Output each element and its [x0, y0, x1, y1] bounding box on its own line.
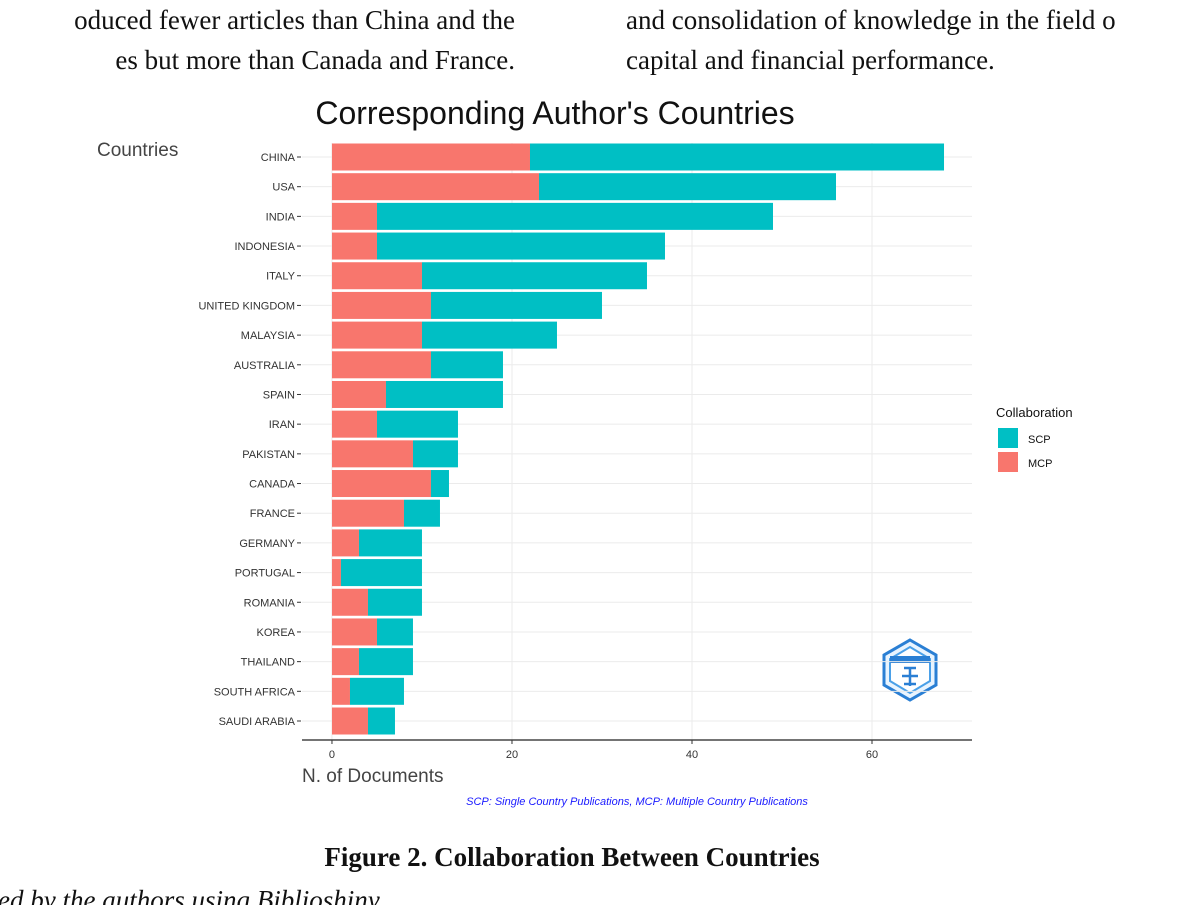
bar-segment — [331, 291, 431, 319]
body-text: es but more than Canada and France. — [115, 45, 515, 75]
y-tick-label: IRAN — [269, 419, 295, 431]
y-tick-label: KOREA — [256, 627, 295, 639]
bar-segment — [331, 677, 350, 705]
y-tick-label: PAKISTAN — [242, 449, 295, 461]
bar-segment — [376, 202, 773, 230]
bar-segment — [331, 380, 386, 408]
y-tick-label: UNITED KINGDOM — [198, 300, 295, 312]
bar-segment — [385, 380, 503, 408]
bar-segment — [331, 618, 377, 646]
legend-label: SCP — [1028, 434, 1051, 446]
bar-segment — [376, 232, 665, 260]
x-axis-title: N. of Documents — [302, 766, 444, 787]
bar-segment — [331, 202, 377, 230]
y-tick-label: GERMANY — [239, 538, 295, 550]
x-tick-label: 0 — [329, 749, 335, 761]
bar-segment — [331, 588, 368, 616]
y-tick-label: USA — [272, 182, 295, 194]
legend-title: Collaboration — [996, 405, 1073, 420]
figure-caption: Figure 2. Collaboration Between Countrie… — [324, 842, 819, 872]
bar-segment — [331, 648, 359, 676]
body-text: oduced fewer articles than China and the — [74, 5, 515, 35]
bar-segment — [349, 677, 404, 705]
bar-segment — [376, 410, 458, 438]
y-tick-label: AUSTRALIA — [234, 360, 296, 372]
y-tick-label: THAILAND — [241, 657, 295, 669]
y-tick-label: INDIA — [266, 211, 296, 223]
bar-segment — [331, 321, 422, 349]
bar-segment — [358, 648, 413, 676]
y-tick-label: CHINA — [261, 152, 296, 164]
chart-title: Corresponding Author's Countries — [315, 95, 794, 131]
y-tick-label: PORTUGAL — [235, 568, 295, 580]
y-axis-title: Countries — [97, 140, 178, 161]
bar-segment — [340, 559, 422, 587]
x-tick-label: 20 — [506, 749, 518, 761]
bar-segment — [331, 707, 368, 735]
bar-segment — [331, 232, 377, 260]
bar-segment — [403, 499, 440, 527]
bar-segment — [358, 529, 422, 557]
bar-segment — [331, 559, 341, 587]
legend-key — [998, 452, 1018, 472]
bar-segment — [421, 262, 647, 290]
y-tick-label: SPAIN — [263, 389, 295, 401]
bar-segment — [331, 410, 377, 438]
bar-segment — [331, 499, 404, 527]
bar-segment — [529, 143, 945, 171]
bar-segment — [430, 351, 503, 379]
y-tick-label: CANADA — [249, 479, 296, 491]
y-tick-label: SAUDI ARABIA — [219, 716, 296, 728]
body-text: capital and financial performance. — [626, 45, 995, 75]
body-text: and consolidation of knowledge in the fi… — [626, 5, 1116, 35]
bar-segment — [331, 440, 413, 468]
bar-segment — [331, 529, 359, 557]
bar-segment — [430, 291, 602, 319]
bar-segment — [367, 588, 422, 616]
logo — [882, 638, 938, 702]
bar-segment — [412, 440, 458, 468]
bar-segment — [376, 618, 413, 646]
bar-segment — [331, 143, 530, 171]
bar-segment — [331, 470, 431, 498]
y-tick-label: FRANCE — [250, 508, 295, 520]
bar-segment — [430, 470, 449, 498]
legend-key — [998, 428, 1018, 448]
y-tick-label: MALAYSIA — [241, 330, 296, 342]
bar-segment — [367, 707, 395, 735]
y-tick-label: ITALY — [266, 271, 296, 283]
x-tick-label: 60 — [866, 749, 878, 761]
x-tick-label: 40 — [686, 749, 698, 761]
y-tick-label: INDONESIA — [234, 241, 295, 253]
source-note: ed by the authors using Biblioshiny — [0, 885, 380, 905]
bar-segment — [421, 321, 557, 349]
bar-segment — [538, 173, 837, 201]
bar-segment — [331, 262, 422, 290]
bar-segment — [331, 351, 431, 379]
y-tick-label: SOUTH AFRICA — [214, 686, 296, 698]
bar-segment — [331, 173, 539, 201]
y-tick-label: ROMANIA — [244, 597, 296, 609]
legend-label: MCP — [1028, 458, 1052, 470]
chart-caption: SCP: Single Country Publications, MCP: M… — [466, 796, 808, 808]
